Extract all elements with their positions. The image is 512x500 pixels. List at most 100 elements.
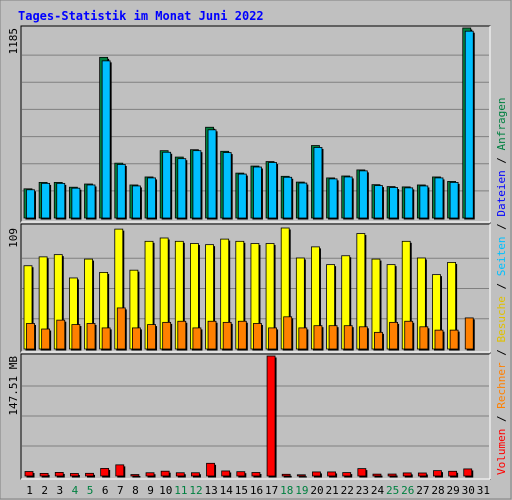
bar-dateien <box>147 177 156 219</box>
bar-dateien <box>56 182 66 219</box>
bar-rechner <box>298 327 308 350</box>
bar-volumen <box>160 470 170 477</box>
bar-rechner <box>222 321 232 350</box>
x-tick-label: 27 <box>416 484 429 497</box>
bar-rechner <box>162 321 172 350</box>
bar-volumen <box>372 473 382 477</box>
bar-rechner <box>343 325 353 350</box>
x-tick-label: 6 <box>102 484 109 497</box>
bar-dateien <box>132 185 141 219</box>
x-tick-label: 8 <box>132 484 139 497</box>
bar-volumen <box>39 472 49 477</box>
bar-dateien <box>343 176 353 219</box>
x-tick-label: 19 <box>295 484 308 497</box>
x-tick-label: 26 <box>401 484 414 497</box>
bar-volumen <box>433 470 442 477</box>
bar-dateien <box>298 182 308 219</box>
bar-volumen <box>387 473 397 477</box>
bar-dateien <box>268 162 277 219</box>
bar-dateien <box>313 147 323 219</box>
legend-segment: Volumen <box>495 429 508 475</box>
bar-rechner <box>253 323 262 350</box>
bar-dateien <box>464 30 474 219</box>
bar-dateien <box>434 177 444 219</box>
x-tick-label: 23 <box>356 484 369 497</box>
bar-rechner <box>374 331 383 350</box>
bar-dateien <box>116 164 126 219</box>
x-tick-label: 12 <box>189 484 202 497</box>
bar-rechner <box>147 324 156 350</box>
x-tick-label: 17 <box>265 484 278 497</box>
bar-volumen <box>327 471 336 477</box>
bar-dateien <box>86 184 96 219</box>
x-tick-label: 29 <box>447 484 460 497</box>
bar-dateien <box>101 60 111 219</box>
chart-title: Tages-Statistik im Monat Juni 2022 <box>18 9 264 23</box>
bar-volumen <box>191 472 200 477</box>
bar-dateien <box>26 189 35 219</box>
bar-rechner <box>464 317 474 350</box>
bar-dateien <box>253 166 262 219</box>
bar-dateien <box>374 185 383 219</box>
bar-volumen <box>69 473 79 477</box>
x-tick-label: 3 <box>57 484 64 497</box>
x-tick-label: 2 <box>41 484 48 497</box>
bar-dateien <box>283 176 293 219</box>
legend-segment: / <box>495 343 508 363</box>
bar-dateien <box>192 150 202 219</box>
bar-rechner <box>404 320 414 350</box>
legend-segment: Rechner <box>495 362 508 409</box>
x-tick-label: 24 <box>371 484 385 497</box>
bar-rechner <box>268 327 277 350</box>
bar-volumen <box>296 474 306 477</box>
x-tick-label: 4 <box>72 484 79 497</box>
x-tick-label: 20 <box>310 484 323 497</box>
legend-segment: Anfragen <box>495 97 508 150</box>
bar-volumen <box>145 472 155 477</box>
bar-volumen-shadow <box>389 475 398 478</box>
y-max-label: 109 <box>7 228 20 248</box>
bar-dateien <box>71 187 81 219</box>
bar-rechner <box>116 307 126 350</box>
bar-dateien <box>177 158 187 219</box>
panel-requests-files: 1185 <box>7 25 491 223</box>
x-tick-label: 11 <box>174 484 187 497</box>
bar-volumen <box>115 464 125 477</box>
x-tick-label: 1 <box>26 484 33 497</box>
bar-volumen <box>175 472 185 477</box>
bar-rechner <box>419 326 429 350</box>
panel-visits-sites: 109 <box>7 223 491 353</box>
bar-volumen <box>100 468 110 477</box>
bar-rechner <box>207 320 217 350</box>
legend-segment: / <box>495 217 508 237</box>
bar-dateien <box>389 187 398 219</box>
bar-rechner <box>86 323 96 350</box>
bar-dateien <box>449 182 459 219</box>
bar-rechner <box>192 327 202 350</box>
x-tick-label: 5 <box>87 484 94 497</box>
bar-volumen <box>206 462 215 477</box>
bar-volumen-shadow <box>132 476 141 478</box>
x-tick-label: 18 <box>280 484 293 497</box>
bar-volumen-shadow <box>298 476 307 478</box>
bar-rechner <box>313 325 323 350</box>
x-tick-label: 10 <box>159 484 172 497</box>
bar-volumen <box>54 472 64 477</box>
bar-volumen <box>448 470 458 477</box>
bar-dateien <box>222 152 232 219</box>
x-tick-label: 21 <box>326 484 339 497</box>
bar-volumen <box>342 472 352 477</box>
bar-volumen <box>312 471 321 477</box>
x-tick-label: 13 <box>204 484 217 497</box>
y-max-label: 147.51 MB <box>7 356 20 416</box>
bar-volumen <box>85 472 94 477</box>
x-tick-label: 14 <box>220 484 234 497</box>
bar-rechner <box>328 325 338 350</box>
bar-volumen <box>130 474 140 477</box>
bar-rechner <box>41 328 51 350</box>
bar-dateien <box>237 173 247 219</box>
bar-dateien <box>419 185 429 219</box>
bar-rechner <box>434 329 444 350</box>
panel-volume: 147.51 MB <box>7 353 491 480</box>
